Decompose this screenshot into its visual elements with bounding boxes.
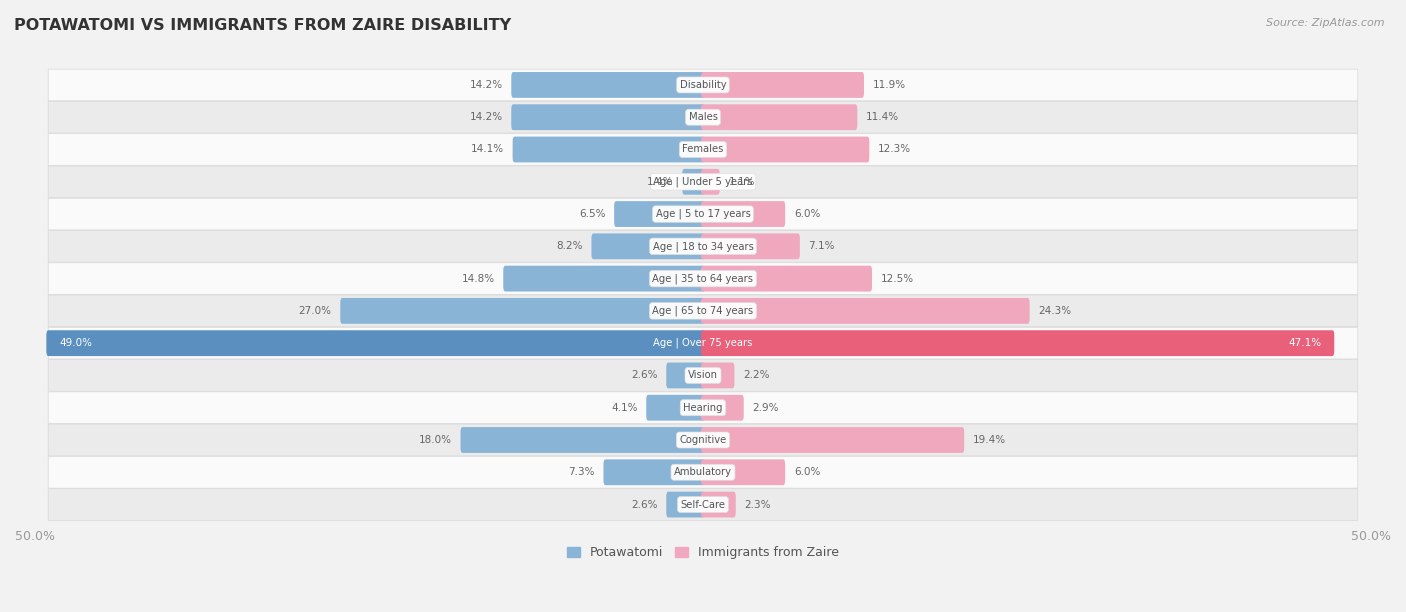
FancyBboxPatch shape [48, 295, 1358, 327]
Text: 14.8%: 14.8% [461, 274, 495, 283]
FancyBboxPatch shape [702, 266, 872, 291]
FancyBboxPatch shape [513, 136, 704, 162]
Text: 14.2%: 14.2% [470, 80, 502, 90]
Text: Hearing: Hearing [683, 403, 723, 412]
Text: Disability: Disability [679, 80, 727, 90]
FancyBboxPatch shape [503, 266, 704, 291]
FancyBboxPatch shape [48, 457, 1358, 488]
Text: 1.1%: 1.1% [728, 177, 755, 187]
FancyBboxPatch shape [48, 69, 1358, 101]
Text: 11.9%: 11.9% [873, 80, 905, 90]
Text: 4.1%: 4.1% [612, 403, 637, 412]
Text: Self-Care: Self-Care [681, 499, 725, 510]
FancyBboxPatch shape [702, 233, 800, 259]
Text: Males: Males [689, 112, 717, 122]
Text: Cognitive: Cognitive [679, 435, 727, 445]
FancyBboxPatch shape [48, 231, 1358, 262]
Text: 2.9%: 2.9% [752, 403, 779, 412]
FancyBboxPatch shape [614, 201, 704, 227]
FancyBboxPatch shape [48, 263, 1358, 294]
FancyBboxPatch shape [461, 427, 704, 453]
FancyBboxPatch shape [702, 72, 865, 98]
FancyBboxPatch shape [702, 201, 785, 227]
Text: 6.5%: 6.5% [579, 209, 606, 219]
Text: Age | Under 5 years: Age | Under 5 years [654, 176, 752, 187]
Text: 1.4%: 1.4% [647, 177, 673, 187]
Text: 2.6%: 2.6% [631, 499, 658, 510]
FancyBboxPatch shape [48, 198, 1358, 230]
FancyBboxPatch shape [48, 489, 1358, 520]
Text: 8.2%: 8.2% [557, 241, 582, 252]
FancyBboxPatch shape [592, 233, 704, 259]
Text: Ambulatory: Ambulatory [673, 468, 733, 477]
Text: 49.0%: 49.0% [59, 338, 91, 348]
FancyBboxPatch shape [702, 395, 744, 420]
Text: Source: ZipAtlas.com: Source: ZipAtlas.com [1267, 18, 1385, 28]
FancyBboxPatch shape [512, 104, 704, 130]
Text: 6.0%: 6.0% [794, 209, 820, 219]
Text: 47.1%: 47.1% [1288, 338, 1322, 348]
Text: 11.4%: 11.4% [866, 112, 898, 122]
Text: 7.3%: 7.3% [568, 468, 595, 477]
FancyBboxPatch shape [702, 460, 785, 485]
Text: 19.4%: 19.4% [973, 435, 1007, 445]
FancyBboxPatch shape [702, 298, 1029, 324]
FancyBboxPatch shape [46, 330, 704, 356]
Text: 7.1%: 7.1% [808, 241, 835, 252]
Legend: Potawatomi, Immigrants from Zaire: Potawatomi, Immigrants from Zaire [561, 540, 845, 565]
Text: Age | 65 to 74 years: Age | 65 to 74 years [652, 305, 754, 316]
Text: Females: Females [682, 144, 724, 154]
Text: 12.3%: 12.3% [877, 144, 911, 154]
FancyBboxPatch shape [702, 104, 858, 130]
Text: Age | 5 to 17 years: Age | 5 to 17 years [655, 209, 751, 219]
Text: 12.5%: 12.5% [880, 274, 914, 283]
FancyBboxPatch shape [48, 166, 1358, 198]
FancyBboxPatch shape [48, 327, 1358, 359]
FancyBboxPatch shape [702, 136, 869, 162]
Text: 2.6%: 2.6% [631, 370, 658, 381]
FancyBboxPatch shape [702, 169, 720, 195]
Text: 6.0%: 6.0% [794, 468, 820, 477]
Text: Age | Over 75 years: Age | Over 75 years [654, 338, 752, 348]
FancyBboxPatch shape [603, 460, 704, 485]
Text: 14.1%: 14.1% [471, 144, 503, 154]
Text: 18.0%: 18.0% [419, 435, 451, 445]
FancyBboxPatch shape [666, 491, 704, 518]
FancyBboxPatch shape [666, 362, 704, 389]
FancyBboxPatch shape [702, 427, 965, 453]
Text: Age | 35 to 64 years: Age | 35 to 64 years [652, 274, 754, 284]
Text: 2.3%: 2.3% [744, 499, 770, 510]
Text: Age | 18 to 34 years: Age | 18 to 34 years [652, 241, 754, 252]
Text: 24.3%: 24.3% [1039, 306, 1071, 316]
Text: POTAWATOMI VS IMMIGRANTS FROM ZAIRE DISABILITY: POTAWATOMI VS IMMIGRANTS FROM ZAIRE DISA… [14, 18, 512, 34]
FancyBboxPatch shape [48, 102, 1358, 133]
FancyBboxPatch shape [340, 298, 704, 324]
FancyBboxPatch shape [48, 424, 1358, 456]
Text: 27.0%: 27.0% [298, 306, 332, 316]
Text: Vision: Vision [688, 370, 718, 381]
Text: 14.2%: 14.2% [470, 112, 502, 122]
FancyBboxPatch shape [702, 362, 734, 389]
FancyBboxPatch shape [702, 330, 1334, 356]
FancyBboxPatch shape [702, 491, 735, 518]
FancyBboxPatch shape [682, 169, 704, 195]
Text: 2.2%: 2.2% [744, 370, 769, 381]
FancyBboxPatch shape [48, 392, 1358, 424]
FancyBboxPatch shape [48, 133, 1358, 165]
FancyBboxPatch shape [647, 395, 704, 420]
FancyBboxPatch shape [48, 360, 1358, 391]
FancyBboxPatch shape [512, 72, 704, 98]
